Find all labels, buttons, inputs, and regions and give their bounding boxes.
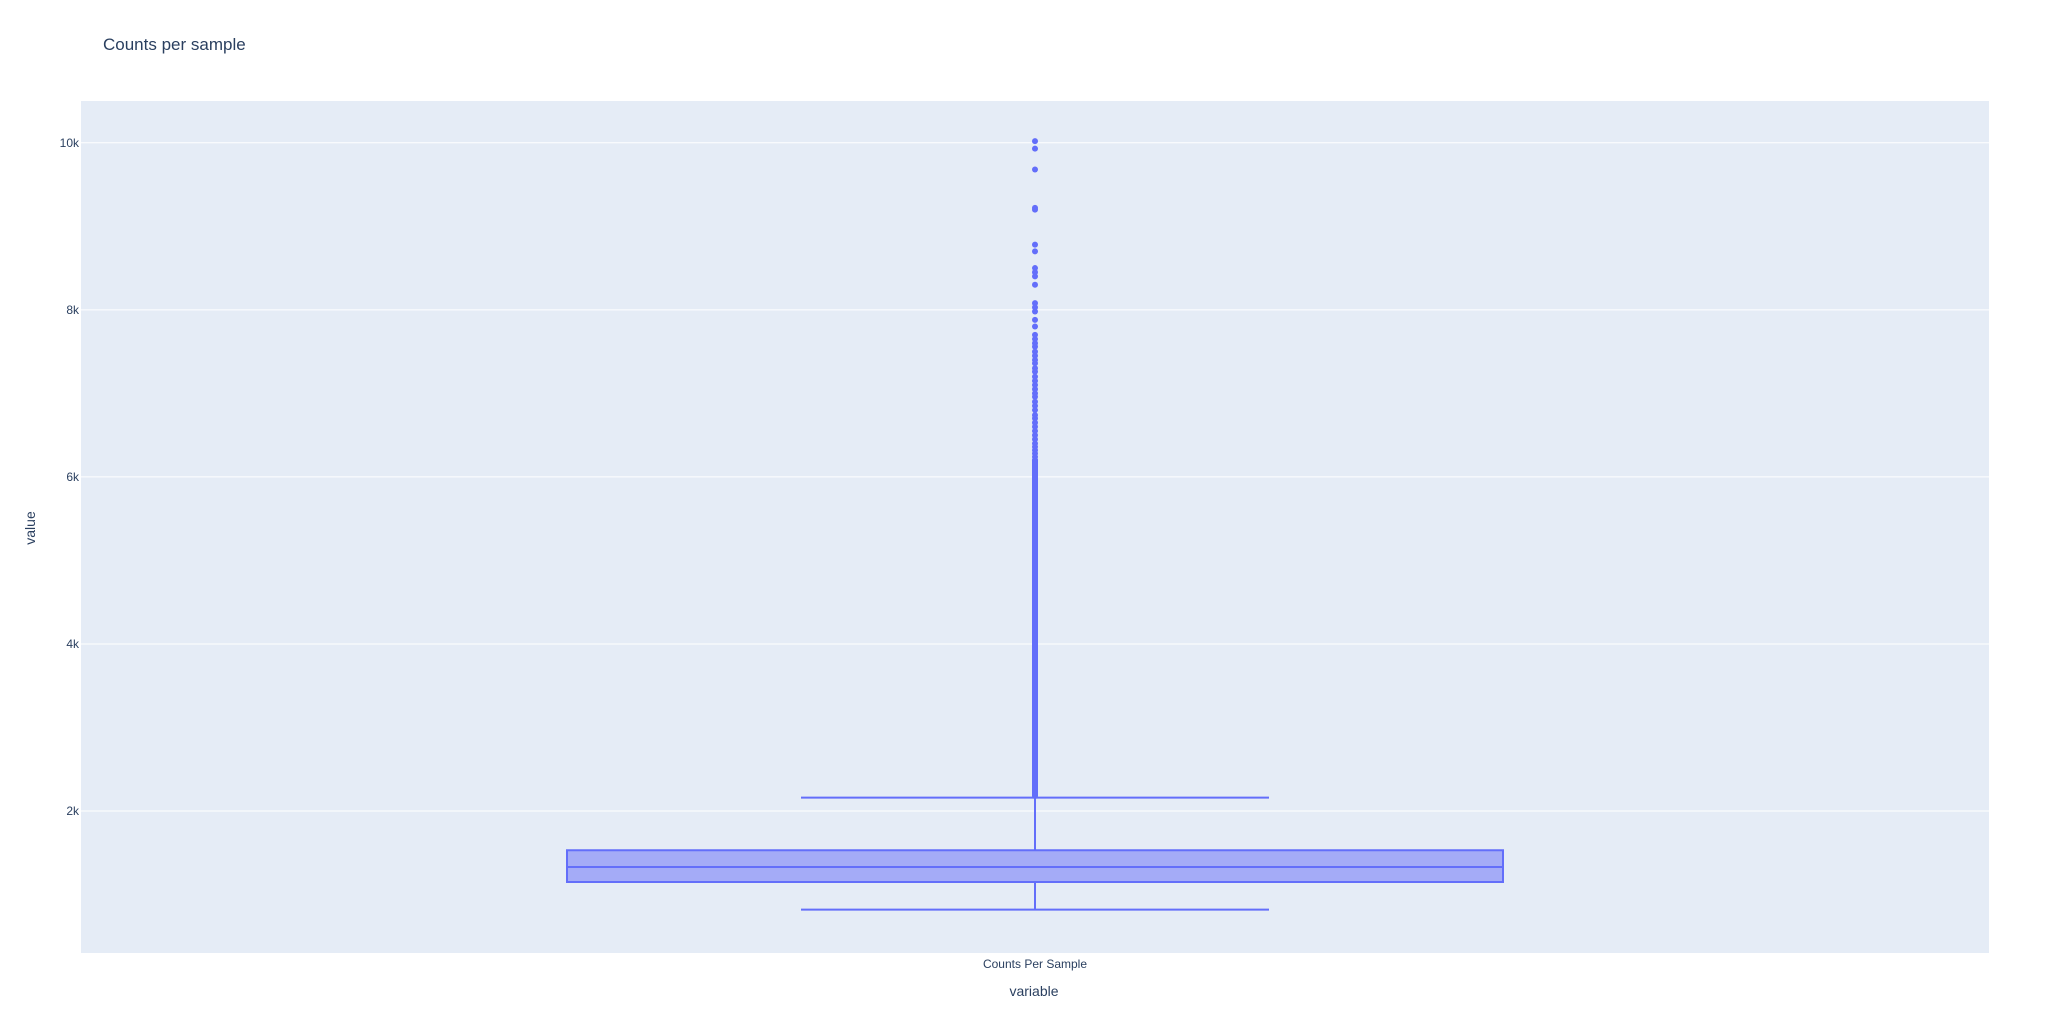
- outlier-point: [1032, 145, 1038, 152]
- outlier-point: [1032, 356, 1038, 363]
- outlier-points: [1032, 138, 1038, 799]
- outlier-point: [1032, 382, 1038, 388]
- outlier-point: [1032, 308, 1038, 315]
- outlier-point: [1032, 331, 1038, 338]
- x-tick-label: Counts Per Sample: [983, 957, 1087, 971]
- outlier-point: [1032, 138, 1038, 145]
- outlier-point: [1032, 241, 1038, 248]
- outlier-point: [1032, 407, 1038, 414]
- outlier-point: [1032, 373, 1038, 380]
- outlier-point: [1032, 265, 1038, 272]
- outlier-point: [1032, 352, 1038, 359]
- y-tick-label: 8k: [66, 303, 80, 317]
- outlier-point: [1032, 281, 1038, 288]
- outlier-point: [1032, 248, 1038, 255]
- outlier-point: [1032, 419, 1038, 426]
- outlier-point: [1032, 440, 1038, 447]
- outlier-point: [1032, 348, 1038, 355]
- outlier-point: [1032, 432, 1038, 439]
- outlier-point: [1032, 386, 1038, 393]
- outlier-point: [1032, 423, 1038, 430]
- y-axis-ticks: 2k 4k 6k 8k 10k: [60, 136, 80, 818]
- outlier-point: [1032, 304, 1038, 311]
- outlier-point: [1032, 412, 1038, 419]
- chart-title: Counts per sample: [103, 35, 246, 54]
- outlier-point: [1032, 390, 1038, 397]
- outlier-point: [1032, 273, 1038, 280]
- outlier-point: [1032, 316, 1038, 323]
- box-plot: [566, 796, 1504, 911]
- outlier-point: [1032, 436, 1038, 443]
- outlier-point: [1032, 398, 1038, 405]
- y-tick-label: 4k: [66, 637, 80, 651]
- x-axis-ticks: Counts Per Sample: [983, 957, 1087, 971]
- outlier-point: [1032, 269, 1038, 276]
- y-tick-label: 10k: [60, 136, 80, 150]
- outlier-point: [1032, 166, 1038, 173]
- y-tick-label: 6k: [66, 470, 80, 484]
- outlier-point: [1032, 377, 1038, 384]
- y-tick-label: 2k: [66, 804, 80, 818]
- outlier-point: [1032, 204, 1038, 211]
- outlier-point: [1032, 336, 1038, 343]
- x-axis-title: variable: [1009, 983, 1058, 999]
- outlier-point: [1032, 402, 1038, 409]
- outlier-point: [1032, 300, 1038, 307]
- outlier-point: [1032, 365, 1038, 372]
- outlier-point: [1032, 323, 1038, 330]
- outlier-point: [1032, 427, 1038, 434]
- y-axis-title: value: [22, 511, 38, 545]
- outlier-point: [1032, 340, 1038, 347]
